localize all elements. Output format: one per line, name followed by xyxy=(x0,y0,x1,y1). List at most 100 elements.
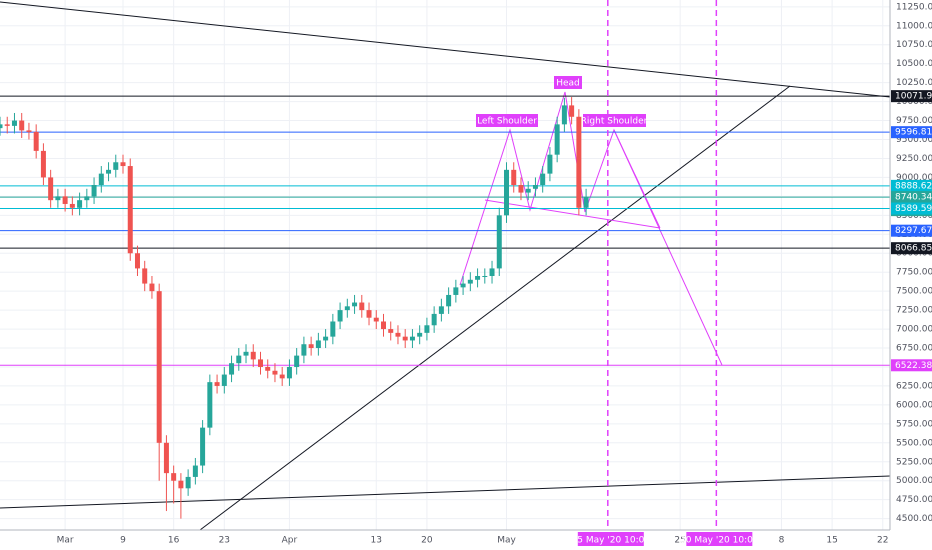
candle-body xyxy=(511,169,517,186)
candle-body xyxy=(98,173,104,186)
grid xyxy=(0,0,890,530)
y-tick-label: 7000.00 xyxy=(896,325,932,335)
candle-body xyxy=(55,196,61,201)
level-label: 8066.85 xyxy=(895,244,932,254)
candle-body xyxy=(583,197,589,208)
candle-body xyxy=(395,332,401,337)
candle-body xyxy=(26,130,32,132)
candle-body xyxy=(431,313,437,326)
candle-body xyxy=(40,150,46,178)
candle-body xyxy=(113,162,119,170)
candle-body xyxy=(142,268,148,284)
candle-body xyxy=(11,120,17,126)
x-tick-label: 23 xyxy=(219,536,230,546)
annotation-box xyxy=(476,114,538,127)
candle-body xyxy=(366,310,372,318)
candle-body xyxy=(496,215,502,269)
candle-body xyxy=(265,366,271,371)
y-tick-label: 9250.00 xyxy=(896,154,932,164)
candle-body xyxy=(250,351,256,360)
candle-body xyxy=(409,336,415,341)
candle-body xyxy=(467,279,473,284)
y-tick-label: 9750.00 xyxy=(896,116,932,126)
x-tick-label: 9 xyxy=(120,536,126,546)
candle-body xyxy=(569,105,575,117)
trend-line xyxy=(199,85,791,531)
y-tick-label: 10500.00 xyxy=(896,59,932,69)
level-label-box xyxy=(891,202,932,215)
level-label: 10071.93 xyxy=(895,92,932,102)
candle-body xyxy=(279,374,285,379)
level-label: 6522.38 xyxy=(895,361,932,371)
x-tick-label: 25 xyxy=(674,536,685,546)
axes: 4500.00 4750.00 5000.00 5250.00 5500.00 5750.… xyxy=(57,2,932,546)
y-tick-label: 5750.00 xyxy=(896,419,932,429)
candle-body xyxy=(294,355,300,367)
candle-body xyxy=(286,366,292,379)
x-tick-label: May xyxy=(497,536,516,546)
levels xyxy=(0,0,890,530)
y-tick-label: 11250.00 xyxy=(896,2,932,12)
candle-body xyxy=(77,200,83,208)
candle-body xyxy=(344,306,350,311)
level-label-box xyxy=(891,179,932,192)
candle-body xyxy=(207,382,213,428)
annotation: Left Shoulder xyxy=(477,117,537,127)
candle-body xyxy=(236,355,242,364)
pattern-line xyxy=(613,129,661,229)
candle-body xyxy=(221,374,227,386)
candle-body xyxy=(525,188,531,193)
y-tick-label: 6750.00 xyxy=(896,344,932,354)
x-tick-label: 16 xyxy=(168,536,180,546)
drawings xyxy=(0,1,891,531)
candle-body xyxy=(149,283,155,292)
candle-body xyxy=(518,185,524,193)
candle-body xyxy=(69,203,75,208)
annotation-box xyxy=(583,114,646,127)
x-axis-area xyxy=(0,530,932,550)
y-tick-label: 7750.00 xyxy=(896,268,932,278)
candle-body xyxy=(4,124,10,126)
candle-body xyxy=(424,325,430,333)
level-label: 8888.62 xyxy=(895,181,932,191)
level-label: 9596.81 xyxy=(895,128,932,138)
x-tick-label: 15 xyxy=(826,536,837,546)
candle-body xyxy=(489,268,495,276)
trend-line xyxy=(0,1,891,98)
candle-body xyxy=(163,442,169,474)
candle-body xyxy=(482,275,488,277)
annotation: Right Shoulder xyxy=(581,117,648,127)
candle-body xyxy=(438,306,444,314)
candle-body xyxy=(214,382,220,386)
annotation-box xyxy=(554,76,582,89)
y-tick-label: 6250.00 xyxy=(896,381,932,391)
candles xyxy=(0,97,589,519)
candle-body xyxy=(330,321,336,337)
candle-body xyxy=(373,317,379,322)
x-tick-label: Apr xyxy=(282,536,298,546)
candle-body xyxy=(359,302,365,311)
candle-body xyxy=(308,344,314,349)
candle-body xyxy=(192,465,198,477)
candle-body xyxy=(120,162,126,167)
x-tick-label: Mar xyxy=(57,536,74,546)
candle-body xyxy=(134,253,140,269)
candle-body xyxy=(380,321,386,330)
annotation: Head xyxy=(556,79,580,89)
y-tick-label: 9500.00 xyxy=(896,135,932,145)
y-tick-label: 4500.00 xyxy=(896,514,932,524)
level-label-box xyxy=(891,359,932,372)
candle-body xyxy=(84,196,90,201)
candle-body xyxy=(323,336,329,341)
candle-body xyxy=(453,287,459,295)
candle-body xyxy=(561,105,567,125)
candle-body xyxy=(540,173,546,186)
candle-body xyxy=(229,363,235,375)
marker-label-box xyxy=(686,532,753,546)
marker-label: 30 May '20 10:00 xyxy=(680,536,759,546)
candle-body xyxy=(337,310,343,322)
candle-body xyxy=(19,120,25,131)
x-tick-label: 13 xyxy=(371,536,382,546)
